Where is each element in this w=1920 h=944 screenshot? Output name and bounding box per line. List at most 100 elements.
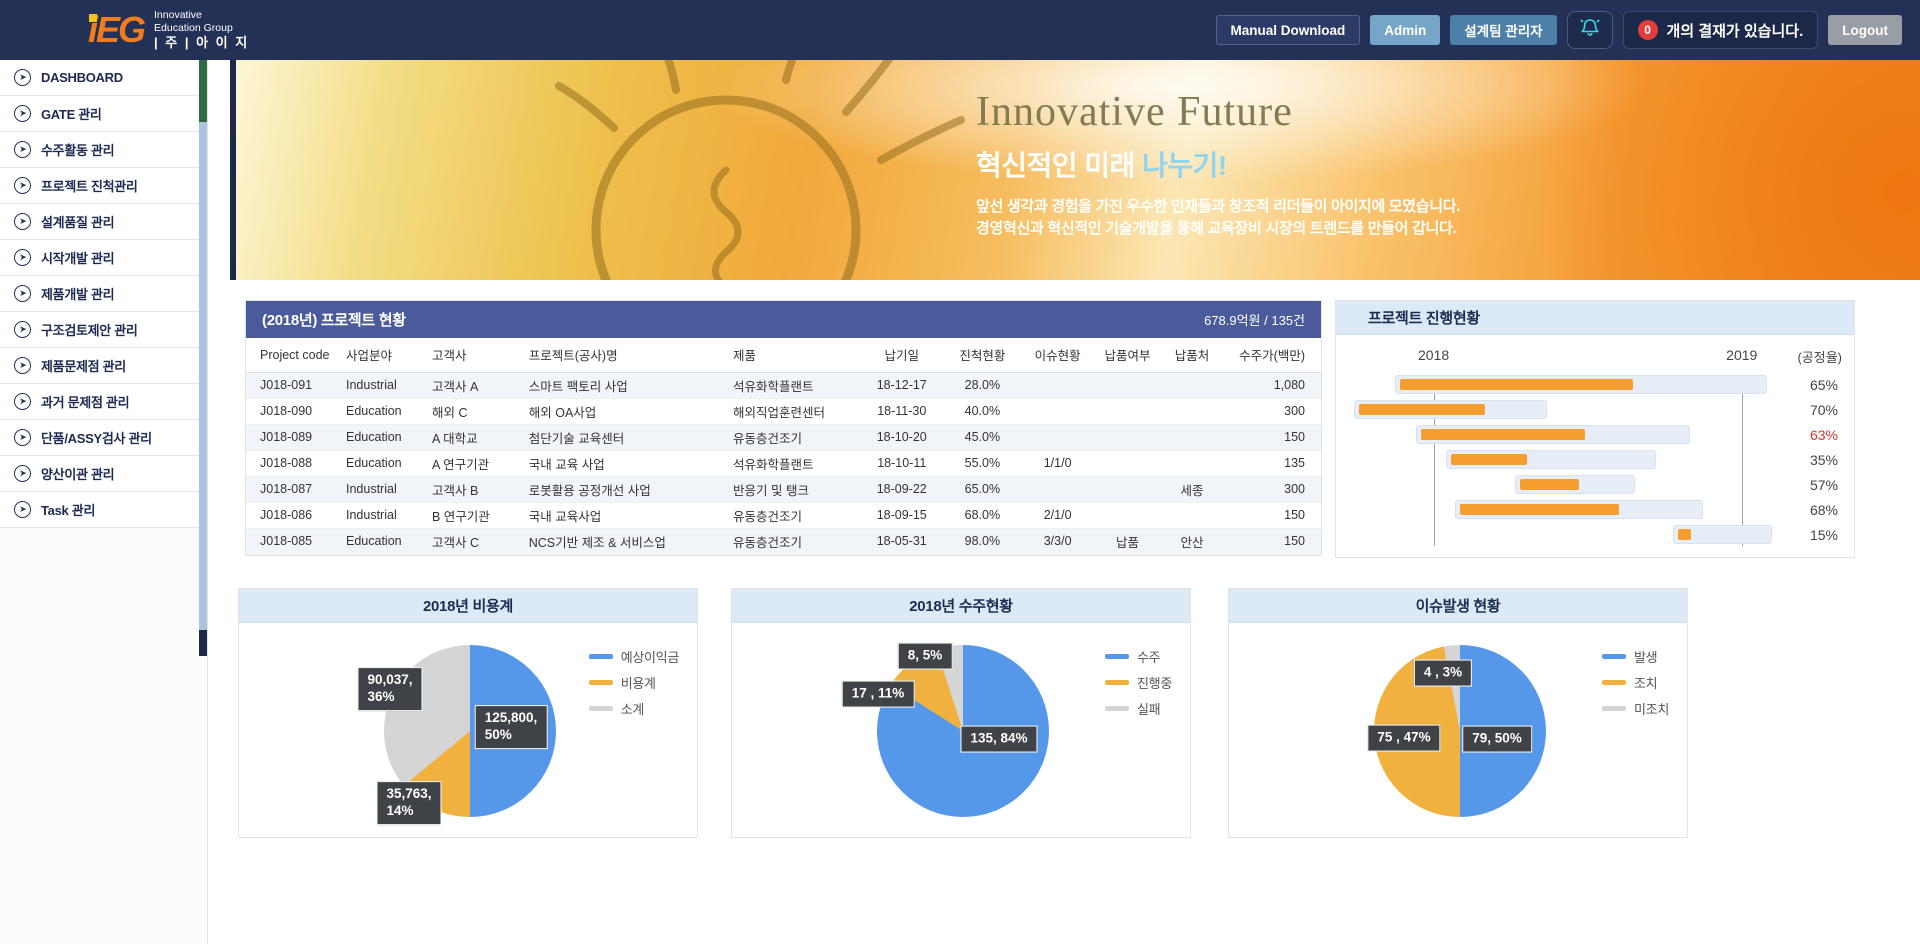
pie-chart-panel: 2018년 수주현황 수주 진행중 실패 135, 84% 17 , 11% 8, … xyxy=(731,588,1191,838)
arrow-circle-icon: ➤ xyxy=(14,357,31,374)
legend-swatch-icon xyxy=(588,706,613,711)
approval-notification[interactable]: 0 개의 결재가 있습니다. xyxy=(1622,11,1819,49)
column-header: 납기일 xyxy=(858,338,945,373)
sidebar-item[interactable]: ➤ Task 관리 xyxy=(0,492,207,528)
notification-count-badge: 0 xyxy=(1637,20,1658,40)
progress-link[interactable]: 1/1/0 xyxy=(1020,450,1096,477)
arrow-circle-icon: ➤ xyxy=(14,429,31,446)
table-row[interactable]: J018-087 Industrial 고객사 B 로봇활용 공정개선 사업 반응기 및… xyxy=(246,476,1321,503)
top-navbar: iEG Innovative Education Group | 주 | 아 이… xyxy=(0,0,1920,60)
logo-dot xyxy=(89,14,97,22)
legend-swatch-icon xyxy=(1105,680,1130,685)
manual-download-button[interactable]: Manual Download xyxy=(1215,15,1361,45)
notification-message: 개의 결재가 있습니다. xyxy=(1666,22,1804,40)
legend-label: 예상이익금 xyxy=(620,650,680,665)
table-cell xyxy=(1095,502,1160,529)
progress-link[interactable]: 40.0% xyxy=(944,398,1020,425)
progress-link[interactable]: 28.0% xyxy=(944,372,1020,399)
progress-link[interactable]: 68.0% xyxy=(944,502,1020,529)
sidebar-item-label: GATE 관리 xyxy=(41,107,102,122)
table-cell xyxy=(1159,424,1225,451)
legend-item: 조치 xyxy=(1602,673,1669,692)
sidebar-item-label: Task 관리 xyxy=(41,503,96,518)
table-row[interactable]: J018-086 Industrial B 연구기관 국내 교육사업 유동층건조기 18-… xyxy=(246,502,1321,529)
progress-link[interactable]: 98.0% xyxy=(944,528,1020,555)
table-cell xyxy=(1159,502,1225,529)
hero-text-block: Innovative Future 혁신적인 미래 나누기! 앞선 생각과 경험… xyxy=(976,88,1696,240)
gantt-bar-cell xyxy=(1348,525,1776,544)
gantt-row: 57% xyxy=(1348,475,1842,494)
main-content: Innovative Future 혁신적인 미래 나누기! 앞선 생각과 경험… xyxy=(208,60,1920,944)
table-row[interactable]: J018-089 Education A 대학교 첨단기술 교육센터 유동층건조기 18-… xyxy=(246,424,1321,451)
table-cell: 세종 xyxy=(1159,476,1225,503)
sidebar-scrollbar[interactable] xyxy=(199,60,207,656)
notification-bell-button[interactable] xyxy=(1566,11,1613,49)
arrow-circle-icon: ➤ xyxy=(14,105,31,122)
table-cell: Education xyxy=(332,528,418,555)
arrow-circle-icon: ➤ xyxy=(14,321,31,338)
table-cell xyxy=(1159,450,1225,477)
pie-chart-body: 발생 조치 미조치 79, 50% 75 , 47% 4 , 3% xyxy=(1229,623,1687,837)
legend-item: 진행중 xyxy=(1105,673,1172,692)
gantt-track xyxy=(1514,475,1635,494)
arrow-circle-icon: ➤ xyxy=(14,393,31,410)
table-cell: 18-05-31 xyxy=(858,528,945,555)
hero-subtitle-main: 혁신적인 미래 xyxy=(976,150,1143,181)
legend-label: 진행중 xyxy=(1137,676,1172,691)
table-cell xyxy=(1095,476,1160,503)
table-row[interactable]: J018-088 Education A 연구기관 국내 교육 사업 석유화학플랜트 18… xyxy=(246,450,1321,477)
pie-value-label: 75 , 47% xyxy=(1367,724,1441,752)
progress-link[interactable]: 65.0% xyxy=(944,476,1020,503)
sidebar-item[interactable]: ➤ GATE 관리 xyxy=(0,96,207,132)
sidebar-item[interactable]: ➤ 구조검토제안 관리 xyxy=(0,312,207,348)
sidebar-item[interactable]: ➤ 설계품질 관리 xyxy=(0,204,207,240)
gantt-year-2018: 2018 xyxy=(1418,347,1450,363)
sidebar-item[interactable]: ➤ 제품개발 관리 xyxy=(0,276,207,312)
table-cell xyxy=(1095,372,1160,399)
sidebar-active-indicator xyxy=(199,60,207,122)
design-team-admin-button[interactable]: 설계팀 관리자 xyxy=(1450,15,1557,45)
project-status-panel: (2018년) 프로젝트 현황 678.9억원 / 135건 Project c… xyxy=(245,300,1322,556)
table-cell xyxy=(1020,398,1096,425)
admin-button[interactable]: Admin xyxy=(1370,15,1441,45)
table-cell xyxy=(1095,450,1160,477)
gantt-row: 70% xyxy=(1348,400,1842,419)
table-row[interactable]: J018-085 Education 고객사 C NCS기반 제조 & 서비스업 유동층… xyxy=(246,528,1321,555)
sidebar-item-label: 과거 문제점 관리 xyxy=(41,395,130,410)
logout-button[interactable]: Logout xyxy=(1828,15,1902,45)
sidebar-item[interactable]: ➤ 프로젝트 진척관리 xyxy=(0,168,207,204)
legend-swatch-icon xyxy=(588,654,613,659)
table-row[interactable]: J018-091 Industrial 고객사 A 스마트 팩토리 사업 석유화학플랜트… xyxy=(246,372,1321,399)
progress-link[interactable]: 3/3/0 xyxy=(1020,528,1096,555)
legend-swatch-icon xyxy=(588,680,613,685)
column-header: 제품 xyxy=(719,338,859,373)
table-row[interactable]: J018-090 Education 해외 C 해외 OA사업 해외직업훈련센터 18-1… xyxy=(246,398,1321,425)
sidebar-item[interactable]: ➤ 양산이관 관리 xyxy=(0,456,207,492)
sidebar-item[interactable]: ➤ 수주활동 관리 xyxy=(0,132,207,168)
table-cell: 18-10-20 xyxy=(858,424,945,451)
gantt-percent-label: 68% xyxy=(1809,501,1838,518)
progress-link[interactable]: 2/1/0 xyxy=(1020,502,1096,529)
gantt-row: 35% xyxy=(1348,450,1842,469)
table-cell: J018-086 xyxy=(246,502,332,529)
progress-link[interactable]: 45.0% xyxy=(944,424,1020,451)
sidebar-item[interactable]: ➤ 시작개발 관리 xyxy=(0,240,207,276)
gantt-gridline-2018 xyxy=(1433,375,1435,546)
legend-label: 발생 xyxy=(1634,650,1658,665)
progress-link[interactable]: 55.0% xyxy=(944,450,1020,477)
sidebar-item[interactable]: ➤ 단품/ASSY검사 관리 xyxy=(0,420,207,456)
pie-value-label: 17 , 11% xyxy=(841,680,915,708)
sidebar-item[interactable]: ➤ 제품문제점 관리 xyxy=(0,348,207,384)
sidebar-item[interactable]: ➤ 과거 문제점 관리 xyxy=(0,384,207,420)
table-cell xyxy=(1095,424,1160,451)
gantt-row: 65% xyxy=(1348,375,1842,394)
sidebar-item-label: 시작개발 관리 xyxy=(41,251,115,266)
sidebar-scrollbar-thumb[interactable] xyxy=(199,630,207,656)
pie-value-label: 90,037, 36% xyxy=(357,667,423,711)
nav-actions: Manual Download Admin 설계팀 관리자 0 개의 결재가 있… xyxy=(1215,11,1902,49)
pie-value-label: 8, 5% xyxy=(897,642,953,670)
gantt-track xyxy=(1673,525,1772,544)
sidebar-item[interactable]: ➤ DASHBOARD xyxy=(0,60,207,96)
table-cell: 국내 교육사업 xyxy=(514,502,719,529)
table-cell: 반응기 및 탱크 xyxy=(719,476,859,503)
